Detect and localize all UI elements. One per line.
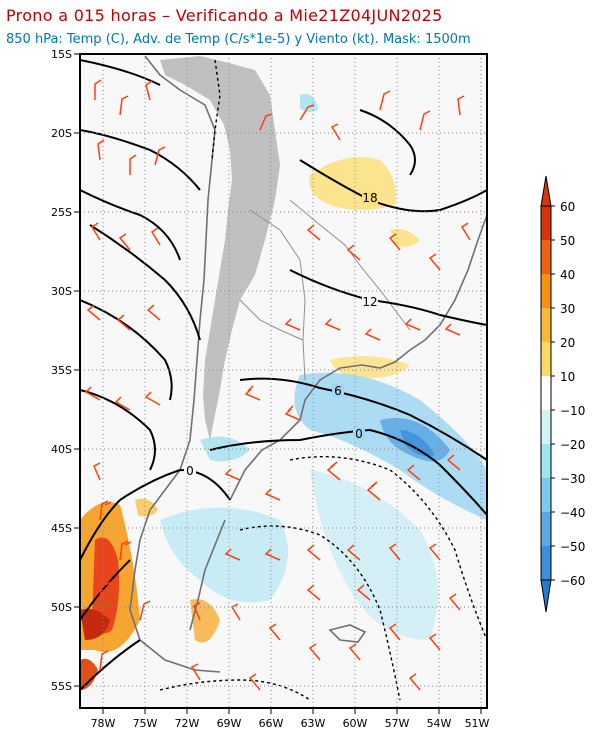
colorbar-bottom-arrow	[540, 579, 552, 613]
map-subtitle: 850 hPa: Temp (C), Adv. de Temp (C/s*1e-…	[6, 32, 471, 47]
map-title: Prono a 015 horas – Verificando a Mie21Z…	[6, 6, 443, 25]
longitude-axis: 78W 75W 72W 69W 66W 63W 60W 57W 54W 51W	[91, 708, 490, 730]
lat-label: 40S	[51, 443, 72, 456]
colorbar-label: 20	[560, 336, 575, 350]
colorbar: 60 50 40 30 20 10 −10 −20 −30 −40 −50 −6…	[540, 175, 585, 613]
lon-label: 54W	[427, 717, 452, 730]
lat-label: 55S	[51, 680, 72, 693]
political-borders	[239, 199, 411, 381]
colorbar-label: −10	[560, 404, 585, 418]
lon-label: 75W	[133, 717, 158, 730]
high-terrain-mask	[160, 56, 280, 440]
contour-label-0-east: 0	[355, 427, 363, 441]
colorbar-swatch	[541, 546, 551, 580]
contour-label-6: 6	[334, 384, 342, 398]
map-frame	[79, 53, 488, 709]
lat-label: 20S	[51, 127, 72, 140]
colorbar-label: −30	[560, 472, 585, 486]
latitude-axis: 15S 20S 25S 30S 35S 40S 45S 50S 55S	[51, 48, 80, 693]
colorbar-swatch	[541, 308, 551, 342]
lon-label: 60W	[343, 717, 368, 730]
lat-label: 35S	[51, 364, 72, 377]
colorbar-top-arrow	[540, 175, 552, 207]
lon-label: 57W	[385, 717, 410, 730]
colorbar-label: 10	[560, 370, 575, 384]
colorbar-swatch	[541, 410, 551, 444]
lat-label: 25S	[51, 206, 72, 219]
contour-label-12: 12	[362, 295, 377, 309]
colorbar-label: −60	[560, 574, 585, 588]
graticule	[80, 54, 487, 708]
cold-advection-areas	[160, 94, 487, 640]
colorbar-label: −40	[560, 506, 585, 520]
colorbar-swatch	[541, 512, 551, 546]
temperature-contours	[80, 59, 487, 691]
lat-label: 50S	[51, 601, 72, 614]
lat-label: 45S	[51, 522, 72, 535]
lon-label: 66W	[259, 717, 284, 730]
contour-label-18: 18	[362, 191, 377, 205]
colorbar-label: 50	[560, 234, 575, 248]
colorbar-swatch	[541, 342, 551, 376]
contour-label-0-west: 0	[186, 464, 194, 478]
colorbar-label: 30	[560, 302, 575, 316]
lat-label: 15S	[51, 48, 72, 61]
colorbar-label: −50	[560, 540, 585, 554]
colorbar-swatch	[541, 274, 551, 308]
colorbar-label: 60	[560, 200, 575, 214]
colorbar-swatch	[541, 444, 551, 478]
lon-label: 72W	[175, 717, 200, 730]
lon-label: 63W	[301, 717, 326, 730]
lon-label: 69W	[217, 717, 242, 730]
contour-labels: 18 12 6 0 0	[184, 191, 378, 478]
lon-label: 51W	[465, 717, 490, 730]
colorbar-swatch	[541, 376, 551, 410]
colorbar-label: 40	[560, 268, 575, 282]
lon-label: 78W	[91, 717, 116, 730]
colorbar-swatch	[541, 206, 551, 240]
colorbar-swatch	[541, 240, 551, 274]
colorbar-label: −20	[560, 438, 585, 452]
colorbar-swatch	[541, 478, 551, 512]
lat-label: 30S	[51, 285, 72, 298]
